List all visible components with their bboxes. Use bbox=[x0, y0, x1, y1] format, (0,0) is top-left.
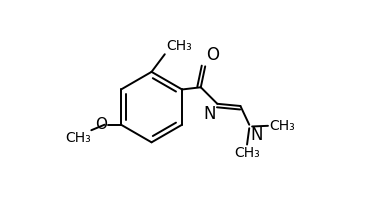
Text: O: O bbox=[206, 46, 219, 64]
Text: O: O bbox=[95, 117, 107, 132]
Text: CH₃: CH₃ bbox=[65, 131, 91, 145]
Text: CH₃: CH₃ bbox=[234, 146, 260, 160]
Text: N: N bbox=[203, 105, 215, 123]
Text: CH₃: CH₃ bbox=[166, 39, 192, 53]
Text: N: N bbox=[250, 126, 262, 144]
Text: CH₃: CH₃ bbox=[269, 119, 294, 133]
